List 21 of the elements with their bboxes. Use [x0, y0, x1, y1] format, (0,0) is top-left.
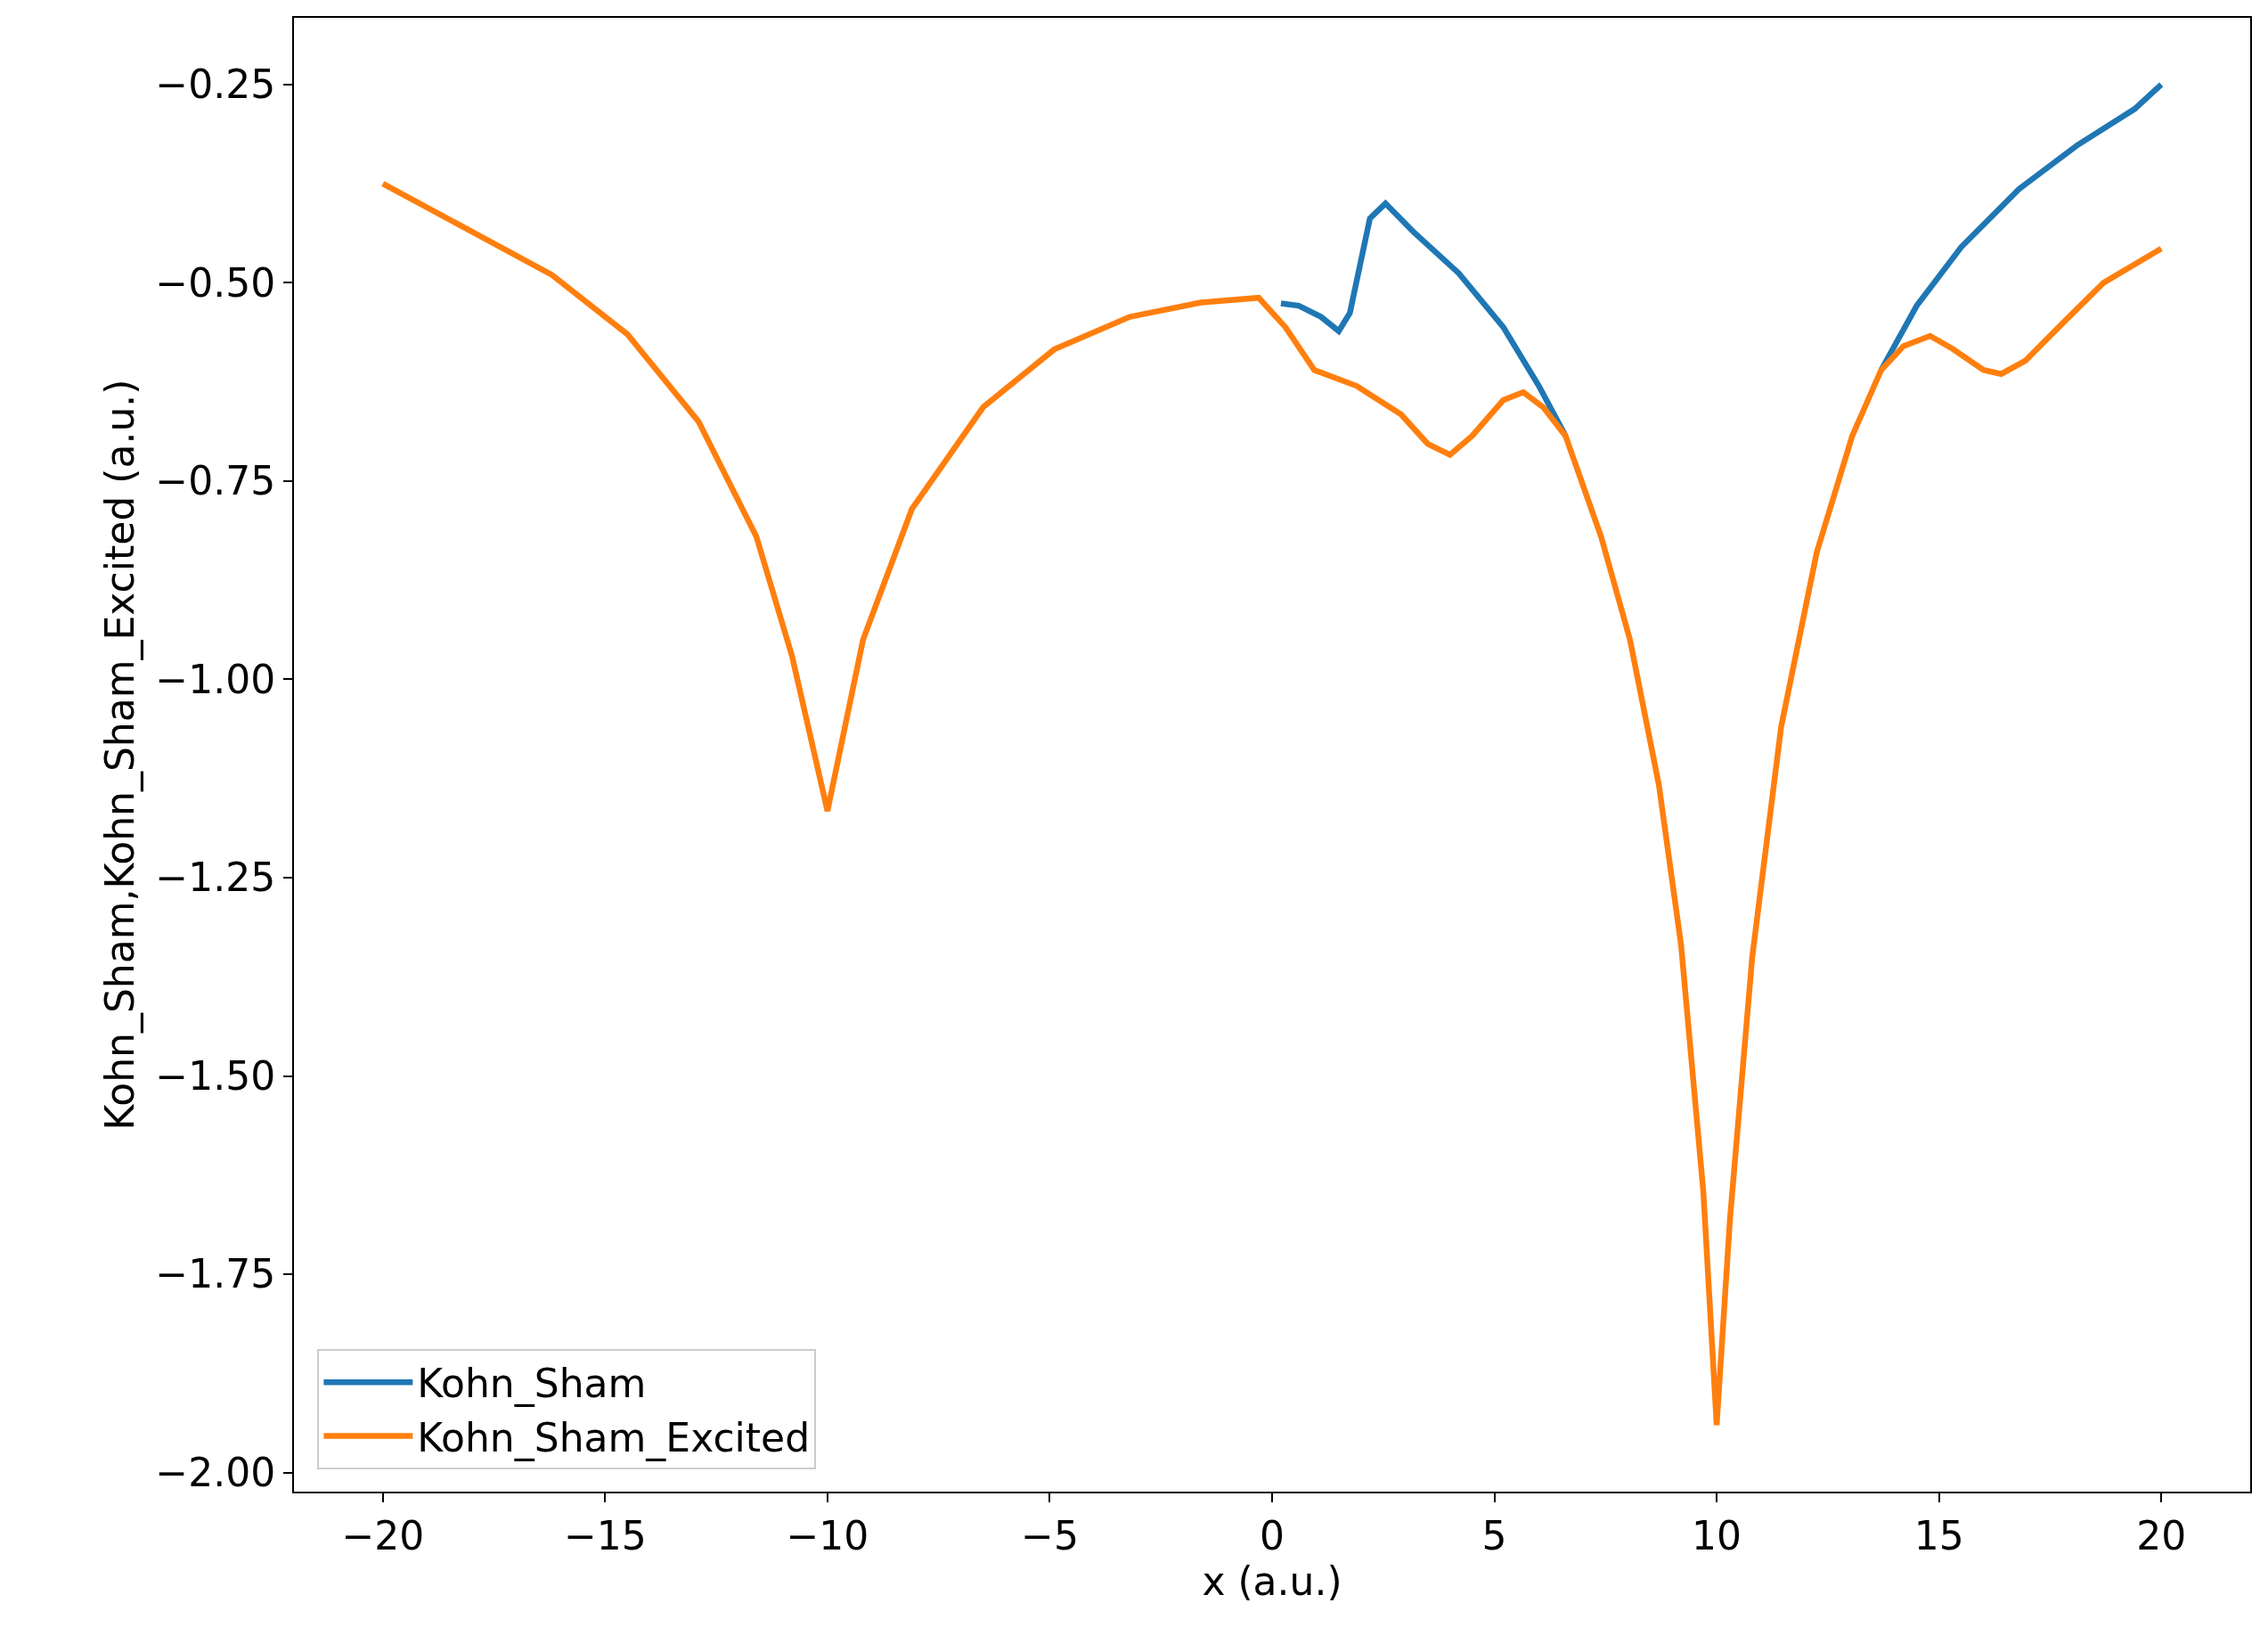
x-tick-label: −15 — [563, 1512, 647, 1558]
y-tick-label: −0.50 — [155, 259, 276, 306]
x-tick-label: −10 — [786, 1512, 869, 1558]
x-tick-label: 10 — [1692, 1512, 1742, 1558]
x-tick-label: 20 — [2136, 1512, 2187, 1558]
y-tick-label: −0.25 — [155, 61, 276, 108]
y-tick-label: −0.75 — [155, 458, 276, 504]
y-tick-label: −1.25 — [155, 855, 276, 901]
y-tick-label: −1.00 — [155, 656, 276, 702]
x-tick-label: 5 — [1481, 1512, 1507, 1558]
legend-label: Kohn_Sham_Excited — [417, 1414, 811, 1461]
y-tick-label: −1.50 — [155, 1052, 276, 1099]
x-tick-label: 15 — [1913, 1512, 1964, 1558]
x-axis-title: x (a.u.) — [1202, 1558, 1342, 1604]
y-axis-title: Kohn_Sham,Kohn_Sham_Excited (a.u.) — [96, 379, 143, 1131]
y-tick-label: −1.75 — [155, 1251, 276, 1297]
x-tick-label: −20 — [341, 1512, 425, 1558]
y-tick-label: −2.00 — [155, 1450, 276, 1496]
legend-label: Kohn_Sham — [417, 1361, 647, 1408]
x-tick-label: 0 — [1260, 1512, 1285, 1558]
x-tick-label: −5 — [1021, 1512, 1079, 1558]
